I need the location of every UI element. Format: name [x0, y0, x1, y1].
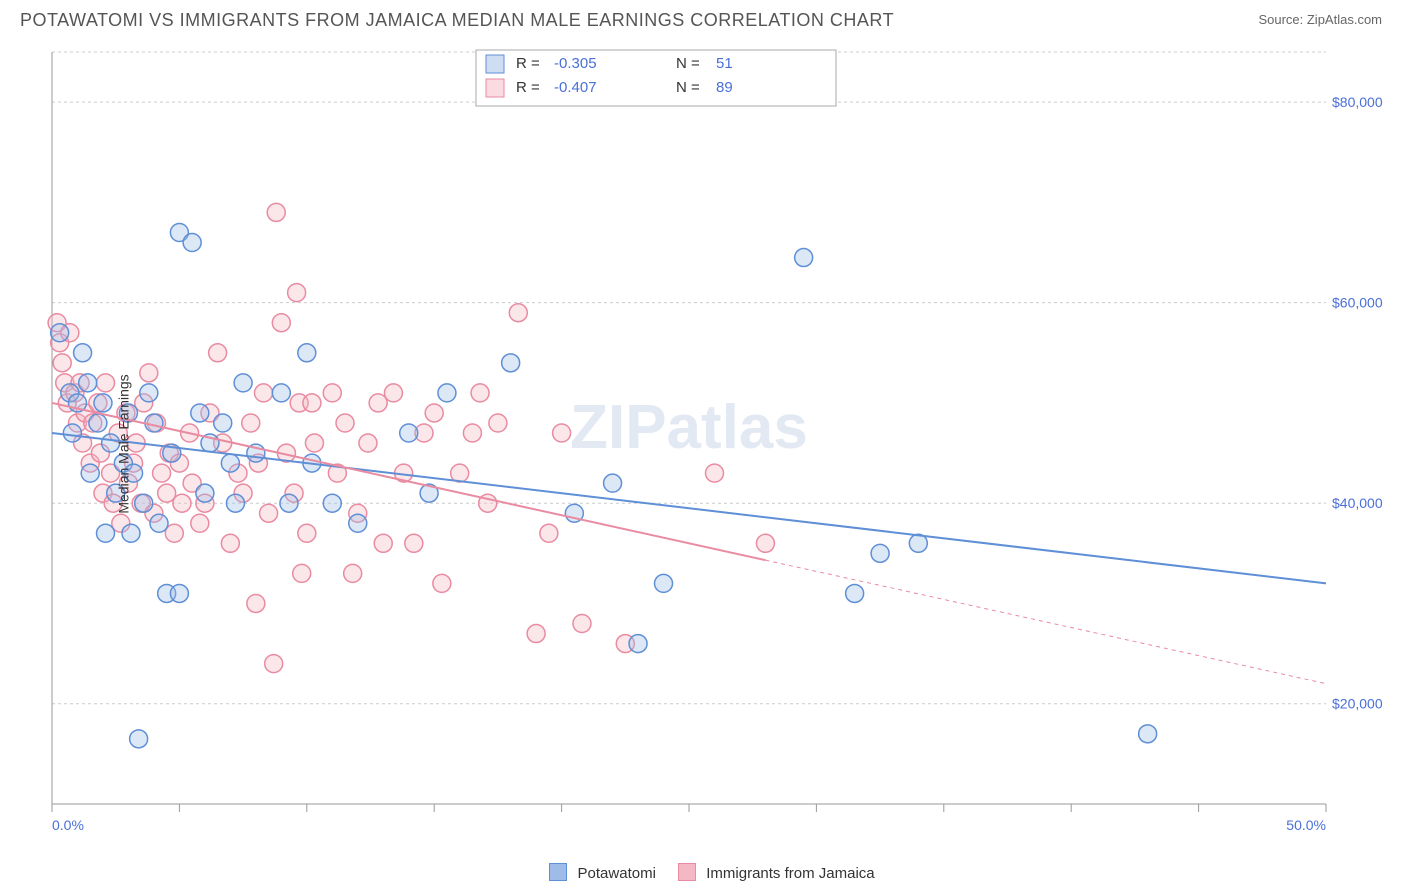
svg-text:ZIPatlas: ZIPatlas — [570, 393, 808, 462]
legend-label-b: Immigrants from Jamaica — [706, 865, 874, 882]
svg-text:N =: N = — [676, 55, 700, 72]
svg-text:-0.305: -0.305 — [554, 55, 597, 72]
svg-text:R =: R = — [516, 79, 540, 96]
svg-text:50.0%: 50.0% — [1286, 817, 1326, 833]
svg-text:$60,000: $60,000 — [1332, 295, 1383, 311]
svg-text:0.0%: 0.0% — [52, 817, 84, 833]
legend-swatch-a — [549, 863, 567, 881]
svg-text:$80,000: $80,000 — [1332, 94, 1383, 110]
plot-area: Median Male Earnings ZIPatlas $20,000 $40,… — [46, 44, 1386, 844]
legend-label-a: Potawatomi — [578, 865, 656, 882]
svg-text:$40,000: $40,000 — [1332, 495, 1383, 511]
legend-swatch-b — [678, 863, 696, 881]
chart-container: POTAWATOMI VS IMMIGRANTS FROM JAMAICA ME… — [0, 0, 1406, 892]
svg-text:N =: N = — [676, 79, 700, 96]
svg-text:-0.407: -0.407 — [554, 79, 597, 96]
svg-text:51: 51 — [716, 55, 733, 72]
chart-title: POTAWATOMI VS IMMIGRANTS FROM JAMAICA ME… — [20, 10, 1386, 31]
y-axis-label: Median Male Earnings — [116, 374, 132, 513]
svg-text:R =: R = — [516, 55, 540, 72]
svg-text:$20,000: $20,000 — [1332, 696, 1383, 712]
bottom-legend: Potawatomi Immigrants from Jamaica — [0, 863, 1406, 882]
svg-text:89: 89 — [716, 79, 733, 96]
scatter-chart: ZIPatlas $20,000 $40,000 $60,000 $80,000 0.0%… — [46, 44, 1386, 844]
source-attribution: Source: ZipAtlas.com — [1258, 12, 1382, 27]
